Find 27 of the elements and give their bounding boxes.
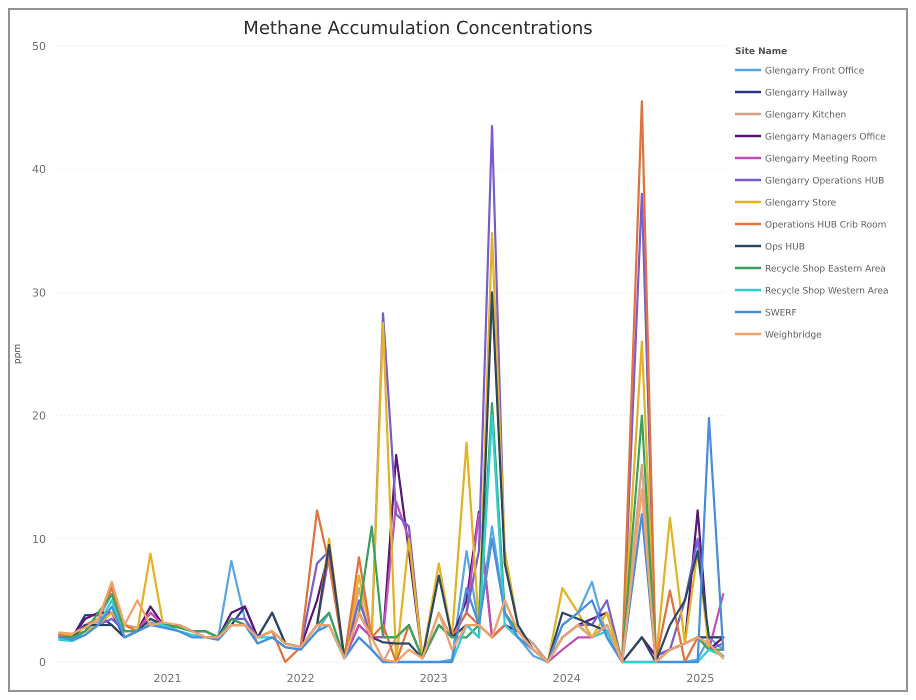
legend-label: Glengarry Front Office: [765, 66, 865, 76]
y-tick-label: 30: [32, 286, 46, 300]
legend-label: Ops HUB: [765, 242, 805, 252]
x-tick-label: 2022: [286, 672, 315, 685]
x-tick-label: 2025: [686, 672, 714, 685]
x-tick-label: 2021: [154, 672, 182, 685]
y-tick-label: 20: [32, 410, 46, 423]
x-tick-label: 2023: [420, 672, 448, 685]
chart-title: Methane Accumulation Concentrations: [243, 18, 593, 39]
y-tick-label: 10: [32, 532, 46, 546]
legend-label: Recycle Shop Western Area: [765, 286, 888, 296]
y-axis-title: ppm: [13, 344, 23, 364]
y-tick-label: 0: [39, 656, 46, 669]
x-tick-label: 2024: [552, 672, 581, 685]
legend-label: Glengarry Meeting Room: [765, 154, 878, 164]
y-tick-label: 50: [32, 40, 46, 53]
y-tick-label: 40: [32, 163, 46, 176]
legend-title: Site Name: [735, 47, 788, 57]
legend-label: SWERF: [765, 308, 797, 318]
legend-label: Glengarry Kitchen: [765, 110, 846, 120]
legend-label: Glengarry Hallway: [765, 88, 849, 98]
legend-label: Glengarry Store: [765, 198, 837, 208]
legend-label: Glengarry Managers Office: [765, 132, 886, 142]
legend-label: Recycle Shop Eastern Area: [765, 264, 886, 274]
legend-label: Glengarry Operations HUB: [765, 176, 884, 186]
legend-label: Operations HUB Crib Room: [765, 220, 886, 230]
legend-label: Weighbridge: [765, 330, 822, 340]
